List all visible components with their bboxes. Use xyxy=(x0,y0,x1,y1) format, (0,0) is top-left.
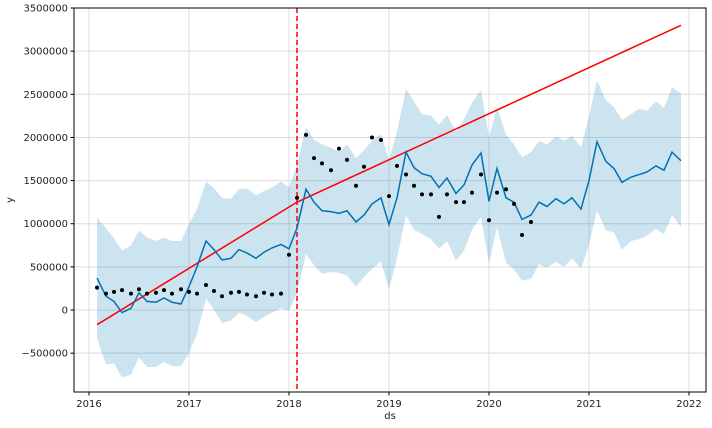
observed-point xyxy=(229,290,233,295)
observed-point xyxy=(529,220,533,224)
observed-point xyxy=(487,218,491,223)
x-axis-ticks: 2016 2017 2018 2019 2020 2021 2022 xyxy=(76,392,702,410)
x-tick-label: 2017 xyxy=(176,399,201,410)
observed-point xyxy=(129,291,133,296)
observed-point xyxy=(312,156,316,161)
observed-points-layer xyxy=(95,132,533,299)
observed-point xyxy=(245,292,249,297)
x-tick-label: 2018 xyxy=(276,399,301,410)
observed-point xyxy=(237,289,241,294)
observed-point xyxy=(204,283,208,287)
observed-point xyxy=(462,200,466,205)
observed-point xyxy=(479,172,483,177)
uncertainty-band-layer xyxy=(97,80,681,378)
observed-point xyxy=(262,290,266,295)
observed-point xyxy=(437,214,441,219)
y-tick-label: −500000 xyxy=(21,349,68,360)
observed-point xyxy=(345,157,349,162)
observed-point xyxy=(329,168,333,173)
observed-point xyxy=(179,287,183,292)
x-axis-label: ds xyxy=(384,411,396,422)
y-tick-label: 1500000 xyxy=(23,176,68,187)
y-axis-ticks: −500000 0 500000 1000000 1500000 2000000 25000… xyxy=(21,4,74,360)
observed-point xyxy=(145,291,149,296)
x-tick-label: 2020 xyxy=(476,399,501,410)
observed-point xyxy=(337,146,341,151)
observed-point xyxy=(254,294,258,299)
observed-point xyxy=(279,291,283,296)
observed-point xyxy=(270,292,274,297)
observed-point xyxy=(287,252,291,257)
observed-point xyxy=(120,288,124,293)
observed-point xyxy=(362,164,366,169)
observed-point xyxy=(112,289,116,294)
observed-point xyxy=(162,288,166,293)
x-tick-label: 2016 xyxy=(76,399,101,410)
forecast-line xyxy=(96,139,682,314)
observed-point xyxy=(379,138,383,143)
observed-point xyxy=(154,290,158,295)
y-tick-label: 2500000 xyxy=(23,90,68,101)
observed-point xyxy=(445,192,449,197)
x-tick-label: 2021 xyxy=(576,399,601,410)
observed-point xyxy=(137,287,141,292)
plot-border xyxy=(73,7,707,393)
y-tick-label: 0 xyxy=(62,306,68,317)
observed-point xyxy=(195,291,199,296)
observed-point xyxy=(104,291,108,296)
y-tick-label: 500000 xyxy=(30,262,68,273)
observed-point xyxy=(295,195,299,200)
observed-point xyxy=(370,135,374,140)
observed-point xyxy=(504,187,508,192)
uncertainty-band xyxy=(97,80,681,378)
observed-point xyxy=(170,291,174,296)
observed-point xyxy=(212,289,216,294)
observed-point xyxy=(387,194,391,199)
y-tick-label: 3500000 xyxy=(23,4,68,15)
observed-point xyxy=(187,289,191,294)
observed-point xyxy=(304,132,308,137)
observed-point xyxy=(454,200,458,205)
y-tick-label: 3000000 xyxy=(23,47,68,58)
x-tick-label: 2019 xyxy=(376,399,401,410)
grid-lines xyxy=(74,7,706,392)
observed-point xyxy=(354,183,358,188)
observed-point xyxy=(220,294,224,299)
observed-point xyxy=(395,163,399,168)
forecast-line-layer xyxy=(96,139,682,314)
observed-point xyxy=(412,183,416,188)
observed-point xyxy=(520,232,524,237)
plot-frame xyxy=(73,7,707,393)
observed-point xyxy=(429,192,433,197)
observed-point xyxy=(320,161,324,166)
y-tick-label: 2000000 xyxy=(23,133,68,144)
y-axis-label: y xyxy=(5,197,16,203)
observed-point xyxy=(420,192,424,197)
x-tick-label: 2022 xyxy=(676,399,701,410)
observed-point xyxy=(495,190,499,195)
observed-point xyxy=(470,190,474,195)
observed-point xyxy=(404,172,408,177)
observed-point xyxy=(95,285,99,290)
y-tick-label: 1000000 xyxy=(23,219,68,230)
observed-point xyxy=(512,201,516,206)
